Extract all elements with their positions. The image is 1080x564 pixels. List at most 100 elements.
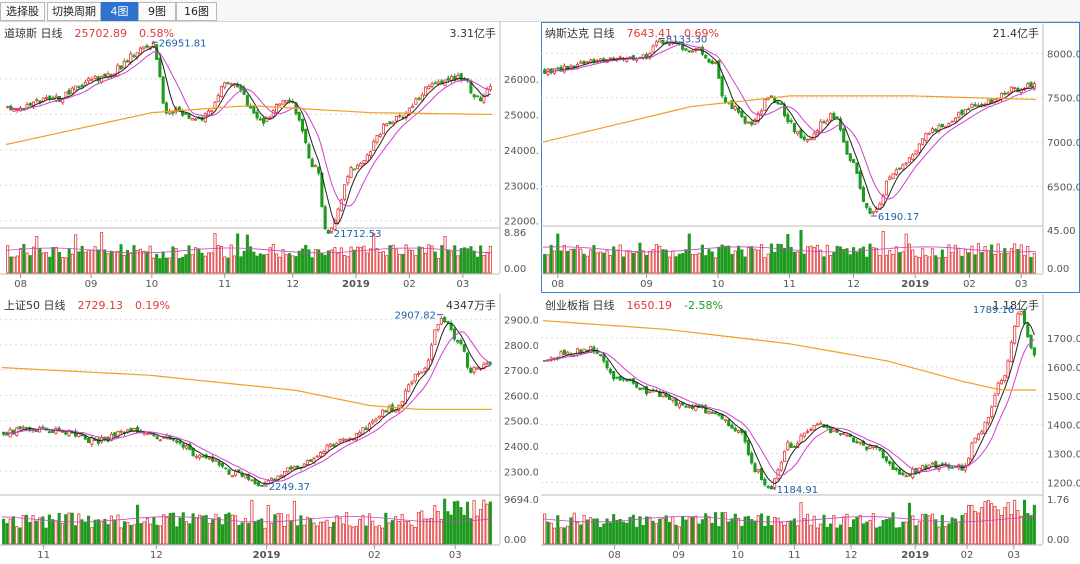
volume-bar — [651, 520, 655, 545]
candle-up — [806, 431, 810, 433]
volume-bar — [194, 517, 198, 545]
volume-bar — [756, 515, 760, 545]
select-stock-button[interactable]: 选择股票 — [0, 2, 45, 35]
x-tick-label: 08 — [608, 550, 621, 561]
volume-bar — [957, 247, 961, 274]
volume-bar — [769, 243, 773, 274]
candle-up — [1013, 87, 1017, 89]
volume-bar — [96, 249, 100, 274]
volume-bar — [871, 247, 875, 274]
candle-up — [1016, 313, 1020, 328]
ma10-line — [3, 331, 491, 482]
volume-bar — [562, 244, 566, 274]
candle-up — [566, 351, 570, 355]
candle-up — [243, 474, 247, 479]
volume-bar — [750, 246, 754, 274]
candle-up — [485, 362, 489, 365]
volume-bar — [187, 245, 191, 274]
volume-bar — [260, 518, 264, 545]
candle-down — [273, 478, 277, 481]
candle-up — [1009, 86, 1013, 93]
volume-bar — [155, 524, 159, 545]
chart-panel-nasdaq[interactable]: 8000.0 7500.0 7000.0 6500.0 45.00 0.00 08 09 10 1… — [541, 22, 1080, 293]
candle-down — [704, 405, 708, 414]
volume-bar — [197, 248, 201, 274]
volume-bar — [22, 243, 26, 274]
candle-down — [87, 438, 91, 444]
candle-up — [411, 105, 415, 109]
volume-bar — [479, 508, 483, 545]
chart-panel-sse50[interactable]: 2900.00 2800.00 2700.00 2600.00 2500.00 2400.… — [0, 294, 538, 564]
switch-period-dropdown[interactable]: 切换周期▼ — [47, 2, 101, 35]
volume-bar — [109, 250, 113, 274]
volume-bar — [858, 514, 862, 545]
volume-bar — [763, 257, 767, 274]
volume-bar — [240, 522, 244, 545]
candle-down — [240, 472, 244, 477]
candle-down — [67, 89, 71, 95]
chart-panel-chinext[interactable]: 1700.00 1600.00 1500.00 1400.00 1300.00 1200.… — [541, 294, 1080, 564]
volume-bars — [543, 229, 1036, 274]
candle-up — [90, 78, 94, 81]
layout-16-button[interactable]: 16图 — [176, 2, 217, 21]
volume-bar — [760, 513, 764, 545]
volume-bar — [986, 500, 990, 545]
ma250-line — [542, 95, 1037, 143]
volume-bar — [168, 257, 172, 274]
chart-panel-dow[interactable]: 26000.0 25000.0 24000.0 23000.0 22000.08.86 0… — [0, 22, 538, 293]
volume-bar — [835, 527, 839, 545]
gridlines — [0, 319, 500, 472]
candle-down — [740, 110, 744, 118]
candle-up — [142, 432, 146, 435]
volume-bar — [268, 247, 272, 274]
volume-bar — [809, 245, 813, 274]
candle-up — [1006, 92, 1010, 95]
volume-bar — [838, 246, 842, 274]
volume-bar — [999, 515, 1004, 545]
volume-bar — [305, 516, 309, 545]
candle-down — [684, 405, 688, 408]
volume-bar — [704, 513, 708, 545]
candle-up — [15, 109, 19, 111]
volume-bar — [361, 515, 365, 545]
volume-bar — [469, 246, 473, 274]
volume-bar — [216, 245, 220, 274]
candle-down — [136, 426, 140, 434]
x-tick-label: 02 — [403, 279, 416, 290]
volume-bar — [358, 518, 362, 545]
volume-bar — [960, 255, 964, 274]
volume-bar — [51, 519, 55, 545]
volume-tick-label: 1.76 — [1047, 495, 1069, 506]
candle-down — [753, 463, 757, 473]
volume-bar — [148, 245, 152, 274]
candle-up — [116, 430, 120, 438]
volume-bar — [201, 515, 205, 545]
volume-bar — [462, 247, 466, 274]
volume-bar — [175, 526, 179, 545]
candle-down — [973, 104, 977, 107]
volume-bar — [106, 253, 110, 274]
layout-4-button[interactable]: 4图 — [101, 2, 138, 21]
candle-up — [229, 83, 233, 86]
volume-bar — [740, 525, 744, 545]
volume-bar — [70, 253, 74, 274]
candle-down — [674, 399, 678, 406]
volume-bar — [83, 521, 87, 545]
candle-up — [763, 99, 767, 111]
volume-bar — [658, 518, 662, 545]
volume-bar — [44, 527, 48, 545]
volume-bar — [733, 250, 737, 274]
volume-bar — [404, 244, 408, 274]
volume-bar — [433, 251, 437, 274]
candle-up — [907, 157, 912, 163]
x-tick-label: 11 — [788, 550, 801, 561]
volume-bar — [488, 245, 492, 274]
volume-bar — [1026, 246, 1030, 274]
layout-9-button[interactable]: 9图 — [138, 2, 176, 21]
volume-bar — [641, 250, 645, 274]
volume-bar — [898, 252, 902, 274]
candle-up — [362, 160, 366, 164]
volume-bar — [203, 255, 207, 274]
volume-bar — [638, 516, 642, 545]
candle-down — [433, 82, 437, 85]
